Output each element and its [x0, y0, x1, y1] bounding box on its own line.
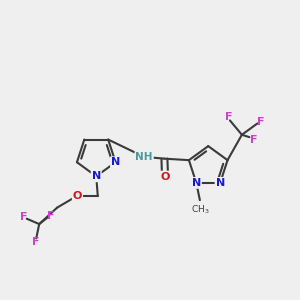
Text: F: F	[47, 211, 54, 221]
Text: NH: NH	[135, 152, 153, 162]
Text: N: N	[111, 157, 120, 167]
Text: F: F	[32, 237, 39, 247]
Text: O: O	[160, 172, 170, 182]
Text: F: F	[257, 117, 265, 127]
Text: CH$_3$: CH$_3$	[191, 203, 210, 216]
Text: N: N	[215, 178, 225, 188]
Text: N: N	[192, 178, 201, 188]
Text: F: F	[20, 212, 27, 222]
Text: N: N	[92, 171, 101, 181]
Text: F: F	[225, 112, 232, 122]
Text: F: F	[250, 134, 257, 145]
Text: O: O	[73, 191, 82, 201]
